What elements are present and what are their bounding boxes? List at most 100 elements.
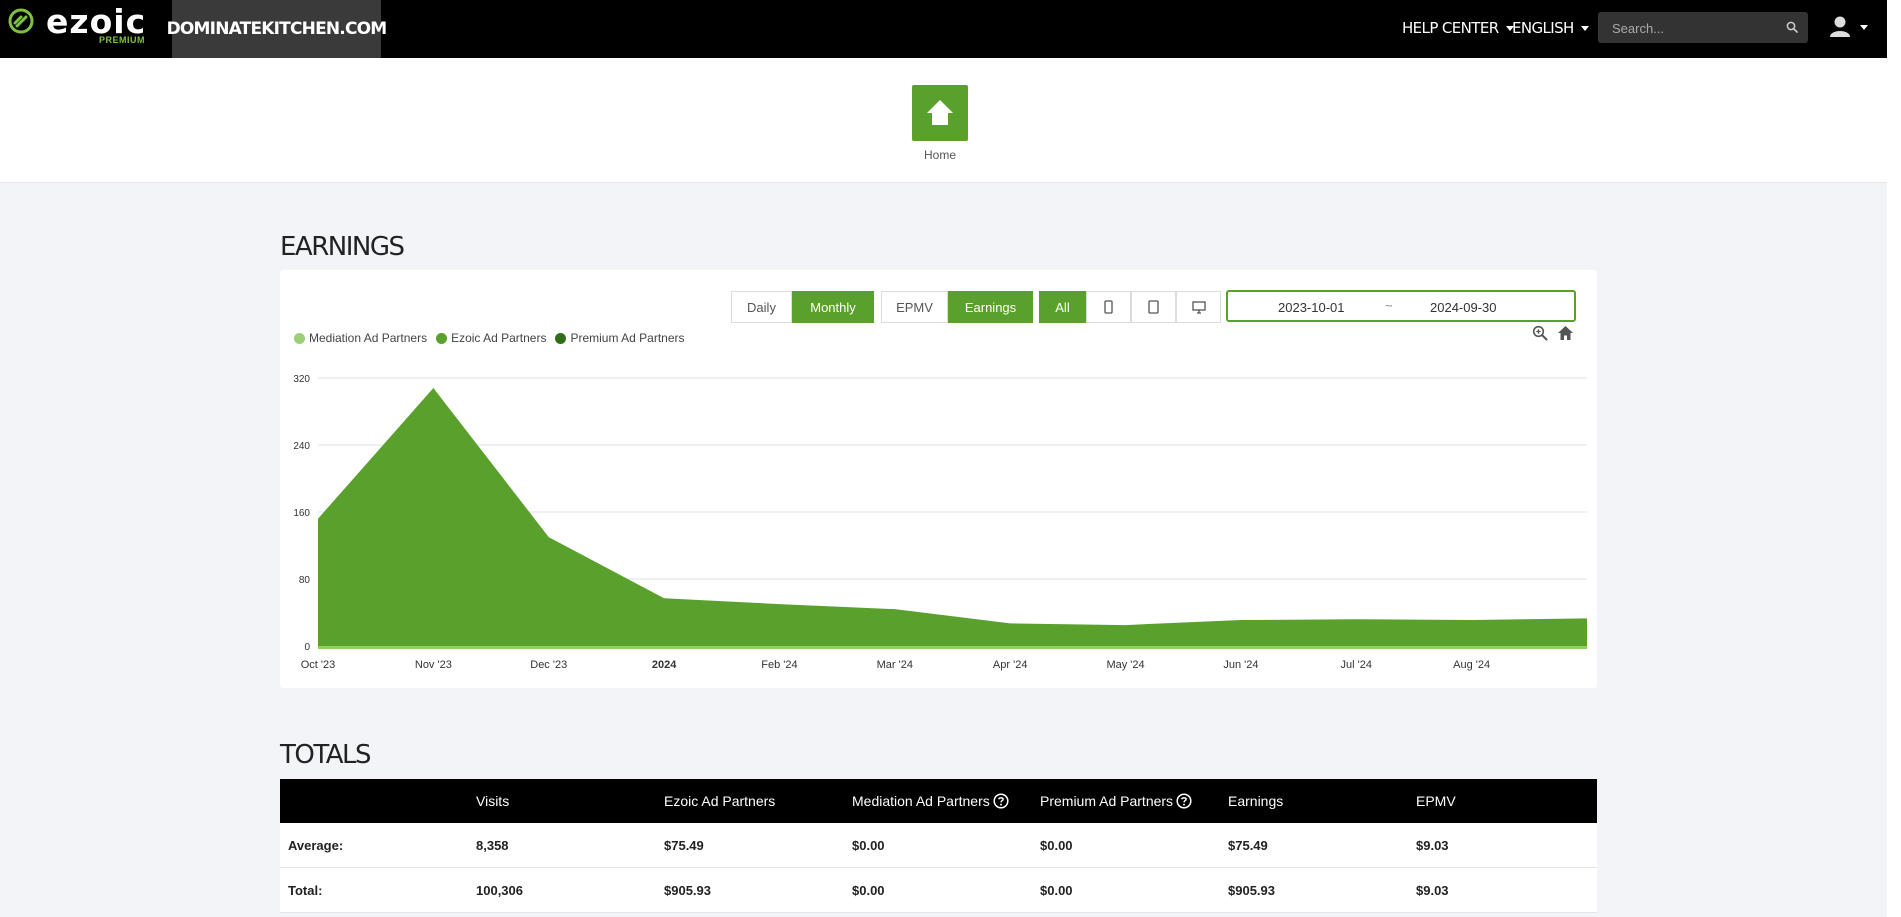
chart-legend: Mediation Ad Partners Ezoic Ad Partners …: [294, 331, 694, 345]
mobile-filter-button[interactable]: [1086, 291, 1131, 323]
chevron-down-icon: [1505, 25, 1514, 31]
x-tick-label: Feb '24: [761, 659, 797, 671]
epmv-button[interactable]: EPMV: [881, 291, 948, 323]
language-menu[interactable]: ENGLISH: [1512, 0, 1589, 56]
totals-table: Visits Ezoic Ad Partners Mediation Ad Pa…: [280, 779, 1597, 913]
help-center-menu[interactable]: HELP CENTER: [1402, 0, 1514, 56]
language-label: ENGLISH: [1512, 19, 1574, 37]
legend-label: Premium Ad Partners: [570, 331, 685, 345]
legend-swatch: [294, 332, 305, 344]
x-tick-label: Aug '24: [1453, 659, 1490, 671]
legend-swatch: [555, 332, 567, 344]
x-tick-label: Jun '24: [1223, 659, 1258, 671]
table-cell: $0.00: [1032, 867, 1220, 913]
table-cell: $9.03: [1408, 867, 1597, 913]
desktop-icon: [1191, 300, 1206, 314]
table-row: Average: 8,358 $75.49 $0.00 $0.00 $75.49…: [280, 823, 1597, 868]
logo-premium-label: PREMIUM: [99, 35, 145, 45]
table-cell: $905.93: [1220, 867, 1408, 913]
table-cell: $75.49: [1220, 823, 1408, 868]
x-tick-label: 2024: [652, 659, 677, 671]
x-tick-label: Mar '24: [877, 659, 913, 671]
desktop-filter-button[interactable]: [1176, 291, 1221, 323]
logo-text: ezoic: [46, 2, 147, 41]
column-header[interactable]: Ezoic Ad Partners: [656, 779, 844, 823]
help-icon[interactable]: [993, 793, 1009, 809]
search-box: [1598, 12, 1808, 45]
legend-swatch: [436, 332, 448, 344]
table-cell: $0.00: [844, 867, 1032, 913]
x-tick-label: Dec '23: [530, 659, 567, 671]
row-label: Average:: [280, 823, 468, 868]
column-header-label: Premium Ad Partners: [1040, 793, 1174, 809]
search-input[interactable]: [1610, 12, 1784, 45]
daily-button[interactable]: Daily: [731, 291, 792, 323]
dashboard-nav-strip: Home: [0, 58, 1887, 183]
table-header-row: Visits Ezoic Ad Partners Mediation Ad Pa…: [280, 779, 1597, 823]
ezoic-logo-mark-icon: [8, 8, 34, 34]
date-range-picker[interactable]: 2023-10-01 ~ 2024-09-30: [1226, 290, 1576, 322]
search-icon[interactable]: [1786, 21, 1798, 33]
y-tick-label: 240: [293, 441, 310, 452]
column-header[interactable]: Premium Ad Partners: [1032, 779, 1220, 823]
x-tick-label: May '24: [1106, 659, 1144, 671]
date-end[interactable]: 2024-09-30: [1430, 300, 1497, 315]
legend-item[interactable]: Ezoic Ad Partners: [436, 331, 546, 345]
date-separator: ~: [1385, 298, 1393, 313]
legend-label: Mediation Ad Partners: [309, 331, 428, 345]
table-row: Total: 100,306 $905.93 $0.00 $0.00 $905.…: [280, 867, 1597, 913]
column-header[interactable]: Visits: [468, 779, 656, 823]
table-cell: $0.00: [1032, 823, 1220, 868]
column-header[interactable]: Mediation Ad Partners: [844, 779, 1032, 823]
tablet-filter-button[interactable]: [1131, 291, 1176, 323]
tablet-icon: [1148, 300, 1159, 314]
y-tick-label: 0: [304, 642, 310, 653]
home-icon: [927, 100, 953, 125]
site-selector[interactable]: DOMINATEKITCHEN.COM: [167, 0, 387, 58]
table-cell: 8,358: [468, 823, 656, 868]
help-icon[interactable]: [1176, 793, 1192, 809]
table-cell: $75.49: [656, 823, 844, 868]
earnings-area-chart: 0 80 160 240 320 Oct '23 Nov '23 Dec '23 2024 Feb…: [293, 374, 1587, 671]
area-series-ezoic-ad-partners[interactable]: [318, 388, 1587, 646]
all-devices-button[interactable]: All: [1039, 291, 1086, 323]
x-tick-label: Apr '24: [993, 659, 1028, 671]
y-tick-label: 80: [299, 575, 311, 586]
monthly-button[interactable]: Monthly: [792, 291, 874, 323]
top-navigation-bar: ezoic PREMIUM DOMINATEKITCHEN.COM HELP C…: [0, 0, 1887, 58]
column-header: [280, 779, 468, 823]
y-tick-label: 320: [293, 374, 310, 385]
earnings-heading: EARNINGS: [280, 231, 405, 262]
chevron-down-icon: [1860, 25, 1868, 30]
user-account-menu[interactable]: [1828, 14, 1872, 42]
device-toggle: All: [1039, 291, 1221, 323]
metric-toggle: EPMV Earnings: [881, 291, 1033, 323]
period-toggle: Daily Monthly: [731, 291, 874, 323]
ezoic-logo[interactable]: ezoic PREMIUM: [0, 0, 172, 58]
user-avatar-icon: [1830, 16, 1850, 37]
table-cell: 100,306: [468, 867, 656, 913]
home-nav-label: Home: [923, 148, 956, 162]
x-tick-label: Oct '23: [301, 659, 336, 671]
x-tick-label: Nov '23: [415, 659, 452, 671]
earnings-chart-card: 0 80 160 240 320 Oct '23 Nov '23 Dec '23 2024 Feb…: [280, 270, 1597, 688]
table-cell: $905.93: [656, 867, 844, 913]
zoom-in-icon[interactable]: [1532, 325, 1548, 341]
chevron-down-icon: [1580, 25, 1589, 31]
help-center-label: HELP CENTER: [1402, 19, 1499, 37]
earnings-button[interactable]: Earnings: [948, 291, 1033, 323]
x-tick-label: Jul '24: [1341, 659, 1372, 671]
y-tick-label: 160: [293, 508, 310, 519]
date-start[interactable]: 2023-10-01: [1278, 300, 1345, 315]
totals-heading: TOTALS: [280, 739, 372, 770]
column-header[interactable]: Earnings: [1220, 779, 1408, 823]
window-edge: [1887, 0, 1901, 917]
home-nav-button[interactable]: [912, 85, 968, 141]
table-cell: $9.03: [1408, 823, 1597, 868]
reset-zoom-home-icon[interactable]: [1557, 325, 1574, 341]
column-header[interactable]: EPMV: [1408, 779, 1597, 823]
legend-item[interactable]: Mediation Ad Partners: [294, 331, 427, 345]
mobile-icon: [1104, 300, 1113, 314]
legend-item[interactable]: Premium Ad Partners: [555, 331, 685, 345]
table-cell: $0.00: [844, 823, 1032, 868]
